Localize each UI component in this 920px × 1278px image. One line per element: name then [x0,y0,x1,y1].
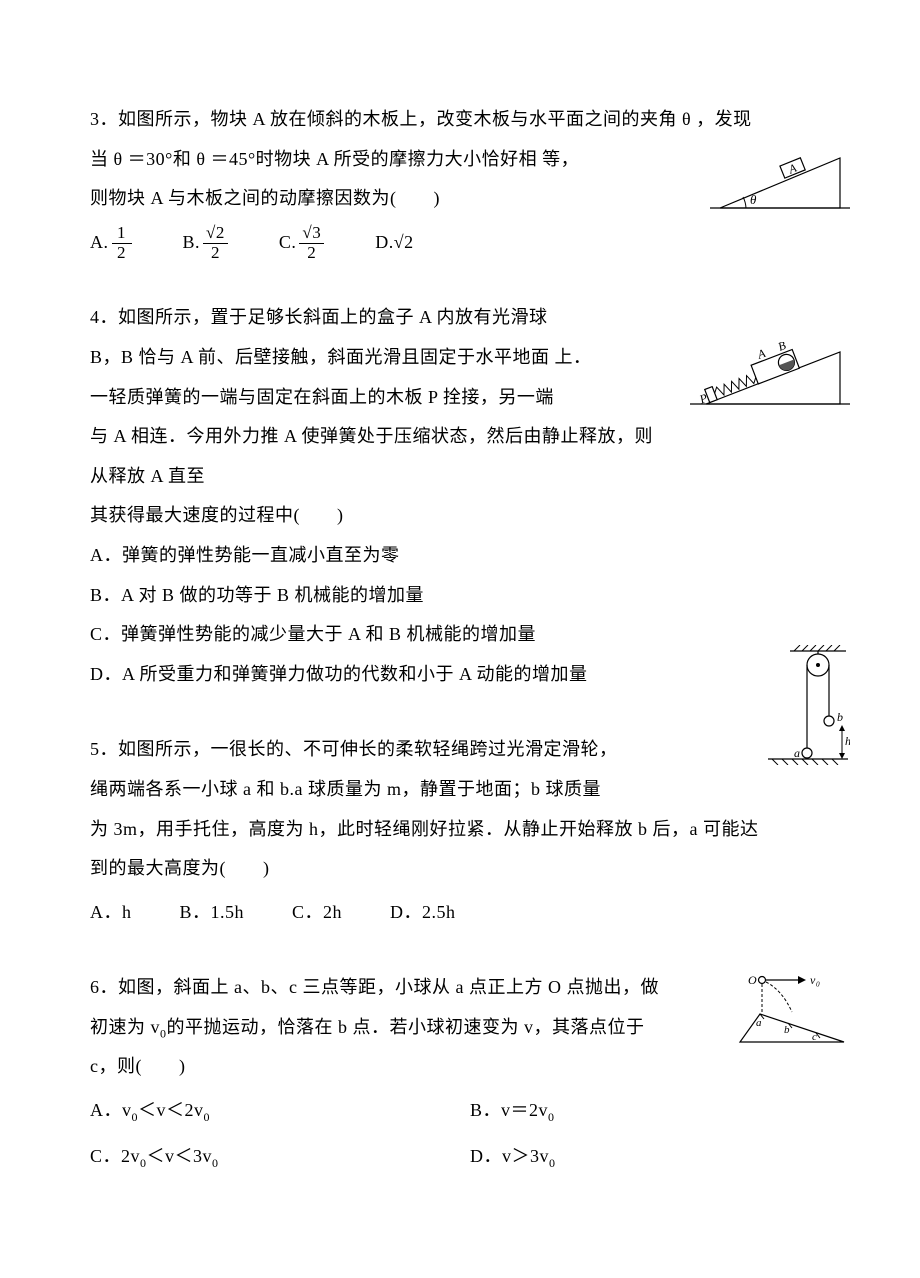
svg-text:b: b [784,1024,790,1036]
q4-line2: B，B 恰与 A 前、后壁接触，斜面光滑且固定于水平地面 P A B 上． [90,338,850,378]
q5-optA: A．h [90,893,132,933]
question-6: O v₀ a b c 6．如图，斜面上 a、b、c 三点等距，小球从 a 点正上… [90,968,850,1182]
q3-diagram: A θ [710,144,850,229]
question-3: 3．如图所示，物块 A 放在倾斜的木板上，改变木板与水平面之间的夹角 θ ，发现… [90,100,850,262]
q3-line1: 3．如图所示，物块 A 放在倾斜的木板上，改变木板与水平面之间的夹角 θ ，发现 [90,100,850,140]
q6-diagram: O v₀ a b c [730,972,850,1065]
svg-text:a: a [756,1017,762,1029]
q5-optC: C．2h [292,893,342,933]
q4-line4: 与 A 相连．今用外力推 A 使弹簧处于压缩状态，然后由静止释放，则从释放 A … [90,417,850,496]
q3-choice-d: D. √2 [375,223,413,263]
q5-optD: D．2.5h [390,893,456,933]
q5-line1: 5．如图所示，一很长的、不可伸长的柔软轻绳跨过光滑定滑轮， [90,730,850,770]
q4-line1: 4．如图所示，置于足够长斜面上的盒子 A 内放有光滑球 [90,298,850,338]
q4-diagram: P A B [690,342,850,425]
svg-text:v₀: v₀ [810,973,821,987]
q6-optB: B．v＝2v0 [470,1091,850,1137]
q5-line4: 到的最大高度为( ) [90,849,850,889]
q5-line3: 为 3m，用手托住，高度为 h，此时轻绳刚好拉紧．从静止开始释放 b 后，a 可… [90,810,850,850]
q5-line2: 绳两端各系一小球 a 和 b.a 球质量为 m，静置于地面；b 球质量 [90,770,850,810]
q5-choices: A．h B．1.5h C．2h D．2.5h [90,893,850,933]
svg-text:b: b [837,710,844,724]
svg-text:c: c [812,1031,817,1043]
svg-text:O: O [748,973,757,987]
q6-optD: D．v＞3v0 [470,1137,850,1183]
q6-optA: A．v0＜v＜2v0 [90,1091,470,1137]
q6-choices: A．v0＜v＜2v0 B．v＝2v0 C．2v0＜v＜3v0 D．v＞3v0 [90,1091,850,1182]
q3-choice-c: C. √32 [279,223,327,263]
q4-optA: A．弹簧的弹性势能一直减小直至为零 [90,536,850,576]
q3-choices: A. 12 B. √22 C. √32 D. √2 [90,223,690,263]
q4-optC: C．弹簧弹性势能的减少量大于 A 和 B 机械能的增加量 [90,615,850,655]
question-5: 5．如图所示，一很长的、不可伸长的柔软轻绳跨过光滑定滑轮， 绳两端各系一小球 a… [90,730,850,932]
q5-optB: B．1.5h [180,893,245,933]
q6-optC: C．2v0＜v＜3v0 [90,1137,470,1183]
q3-choice-a: A. 12 [90,223,135,263]
q3-choice-b: B. √22 [183,223,231,263]
q4-optD: D．A 所受重力和弹簧弹力做功的代数和小于 A 动能的增加量 a b [90,655,850,695]
question-4: 4．如图所示，置于足够长斜面上的盒子 A 内放有光滑球 B，B 恰与 A 前、后… [90,298,850,694]
svg-text:θ: θ [750,192,757,207]
q4-optB: B．A 对 B 做的功等于 B 机械能的增加量 [90,576,850,616]
q4-line5: 其获得最大速度的过程中( ) [90,496,850,536]
q3-line2: 当 θ ＝30°和 θ ＝45°时物块 A 所受的摩擦力大小恰好相 A θ 等， [90,140,850,180]
